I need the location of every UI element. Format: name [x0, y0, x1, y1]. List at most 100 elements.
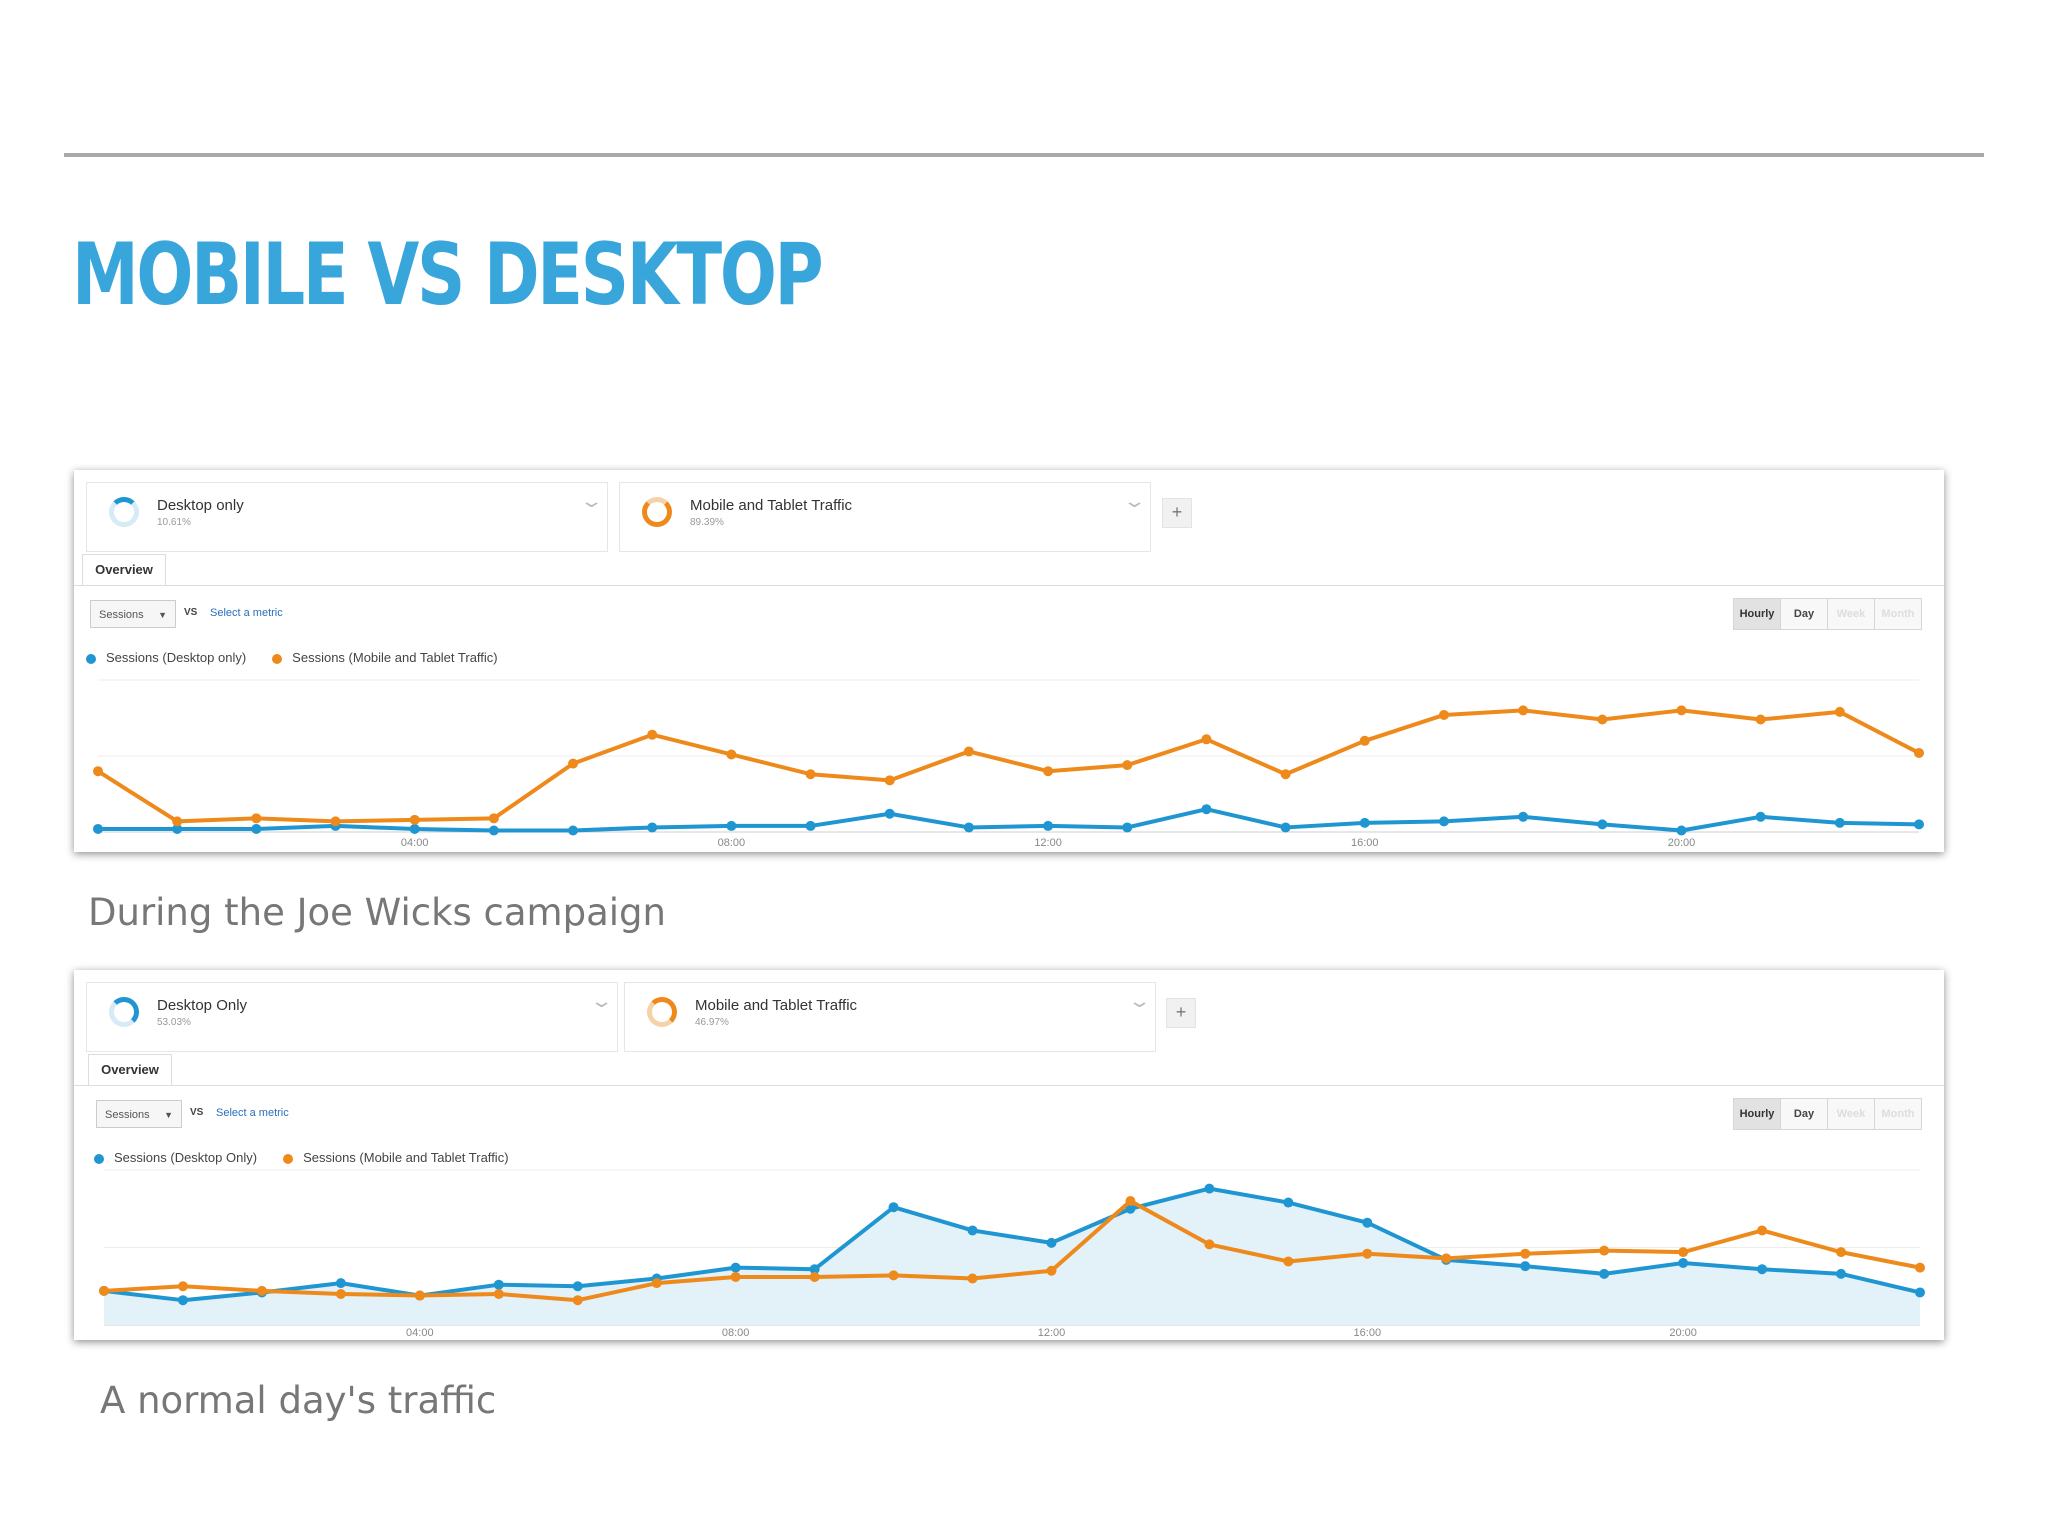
- hourly-button[interactable]: Hourly: [1733, 1098, 1781, 1130]
- data-point: [1125, 1196, 1136, 1206]
- tab-overview[interactable]: Overview: [88, 1054, 172, 1085]
- data-point: [1122, 760, 1133, 771]
- data-point: [1914, 747, 1924, 758]
- add-segment-button[interactable]: +: [1162, 498, 1192, 528]
- data-point: [1599, 1268, 1610, 1279]
- donut-icon: [647, 997, 677, 1027]
- data-point: [1438, 816, 1449, 827]
- data-point: [1204, 1183, 1215, 1194]
- data-point: [493, 1279, 504, 1290]
- segment-card-mobile[interactable]: Mobile and Tablet Traffic 46.97% ⌄: [624, 982, 1156, 1052]
- data-point: [256, 1285, 267, 1296]
- data-point: [1678, 1247, 1689, 1258]
- data-point: [1201, 734, 1212, 745]
- data-point: [1915, 1262, 1925, 1273]
- tab-overview[interactable]: Overview: [82, 554, 166, 585]
- series-area-desktop: [104, 1188, 1920, 1325]
- data-point: [805, 820, 816, 831]
- metric-dropdown[interactable]: Sessions ▼: [90, 600, 176, 628]
- x-tick-label: 08:00: [722, 1327, 750, 1339]
- day-button[interactable]: Day: [1780, 1098, 1828, 1130]
- month-button[interactable]: Month: [1874, 598, 1922, 630]
- chevron-down-icon[interactable]: ⌄: [1127, 991, 1152, 1011]
- data-point: [414, 1290, 425, 1301]
- data-point: [1201, 804, 1212, 815]
- data-point: [251, 823, 262, 834]
- x-tick-label: 04:00: [401, 837, 429, 849]
- legend-dot-icon: [94, 1153, 104, 1164]
- data-point: [330, 816, 341, 827]
- legend-dot-icon: [86, 653, 96, 664]
- data-point: [809, 1264, 820, 1275]
- segment-percent: 10.61%: [157, 517, 191, 528]
- data-point: [1676, 825, 1687, 836]
- data-point: [651, 1278, 662, 1289]
- data-point: [409, 823, 420, 834]
- data-point: [177, 1295, 188, 1306]
- data-point: [1043, 820, 1054, 831]
- legend-label: Sessions (Mobile and Tablet Traffic): [303, 1150, 509, 1165]
- caret-down-icon: ▼: [158, 610, 167, 620]
- chart-legend: Sessions (Desktop only) Sessions (Mobile…: [86, 650, 498, 665]
- chevron-down-icon[interactable]: ⌄: [579, 491, 604, 511]
- data-point: [809, 1271, 820, 1282]
- week-button[interactable]: Week: [1827, 1098, 1875, 1130]
- week-button[interactable]: Week: [1827, 598, 1875, 630]
- select-metric-link[interactable]: Select a metric: [210, 607, 283, 619]
- data-point: [1597, 819, 1608, 830]
- chevron-down-icon[interactable]: ⌄: [589, 991, 614, 1011]
- chevron-down-icon[interactable]: ⌄: [1122, 491, 1147, 511]
- data-point: [572, 1281, 583, 1292]
- segment-percent: 46.97%: [695, 1017, 729, 1028]
- data-point: [335, 1289, 346, 1299]
- data-point: [1125, 1203, 1136, 1214]
- select-metric-link[interactable]: Select a metric: [216, 1107, 289, 1119]
- data-point: [488, 825, 499, 836]
- x-tick-label: 20:00: [1668, 837, 1696, 849]
- day-button[interactable]: Day: [1780, 598, 1828, 630]
- x-tick-label: 12:00: [1038, 1327, 1066, 1339]
- x-tick-label: 12:00: [1034, 837, 1062, 849]
- month-button[interactable]: Month: [1874, 1098, 1922, 1130]
- data-point: [730, 1262, 741, 1273]
- data-point: [1280, 769, 1291, 780]
- donut-icon: [109, 497, 139, 527]
- data-point: [1204, 1239, 1215, 1250]
- data-point: [1834, 817, 1845, 828]
- legend-label: Sessions (Desktop Only): [114, 1150, 258, 1165]
- data-point: [93, 766, 103, 777]
- data-point: [1599, 1245, 1610, 1256]
- data-point: [963, 822, 974, 833]
- time-granularity-group: Hourly Day Week Month: [1733, 598, 1922, 630]
- data-point: [93, 823, 103, 834]
- segment-card-desktop[interactable]: Desktop only 10.61% ⌄: [86, 482, 608, 552]
- tab-divider: [74, 585, 1944, 586]
- data-point: [1359, 735, 1370, 746]
- add-segment-button[interactable]: +: [1166, 998, 1196, 1028]
- data-point: [251, 813, 262, 824]
- data-point: [1755, 811, 1766, 822]
- legend-item-mobile: Sessions (Mobile and Tablet Traffic): [272, 650, 498, 665]
- data-point: [1520, 1261, 1531, 1272]
- data-point: [1122, 822, 1133, 833]
- legend-label: Sessions (Mobile and Tablet Traffic): [292, 650, 498, 665]
- vs-label: VS: [184, 607, 198, 618]
- metric-dropdown-label: Sessions: [105, 1109, 150, 1121]
- caret-down-icon: ▼: [164, 1110, 173, 1120]
- caption-campaign: During the Joe Wicks campaign: [88, 891, 666, 934]
- donut-icon: [642, 497, 672, 527]
- data-point: [172, 816, 183, 827]
- data-point: [1597, 714, 1608, 725]
- analytics-panel-campaign: Desktop only 10.61% ⌄ Mobile and Tablet …: [74, 470, 1944, 852]
- x-tick-label: 04:00: [406, 1327, 434, 1339]
- metric-dropdown[interactable]: Sessions ▼: [96, 1100, 182, 1128]
- segment-card-mobile[interactable]: Mobile and Tablet Traffic 89.39% ⌄: [619, 482, 1151, 552]
- legend-item-desktop: Sessions (Desktop Only): [94, 1150, 257, 1165]
- segment-card-desktop[interactable]: Desktop Only 53.03% ⌄: [86, 982, 618, 1052]
- legend-dot-icon: [272, 653, 283, 664]
- legend-dot-icon: [283, 1153, 294, 1164]
- data-point: [172, 823, 183, 834]
- segment-name: Mobile and Tablet Traffic: [690, 497, 853, 514]
- data-point: [488, 813, 499, 824]
- x-tick-label: 16:00: [1351, 837, 1379, 849]
